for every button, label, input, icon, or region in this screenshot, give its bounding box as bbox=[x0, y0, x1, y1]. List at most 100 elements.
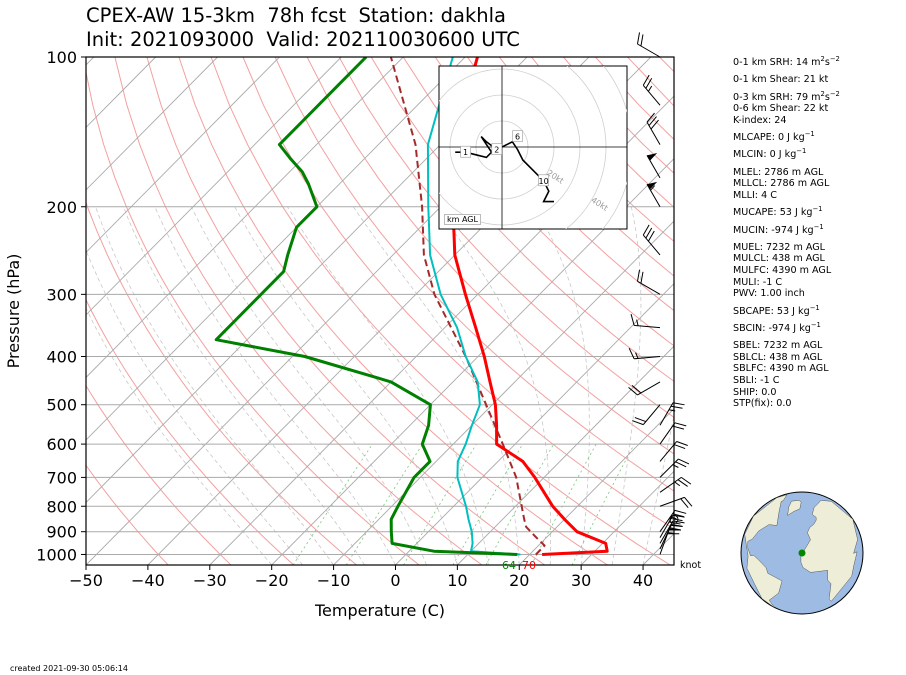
barb-flag bbox=[668, 527, 681, 531]
dry-adiabat bbox=[242, 57, 674, 530]
hodograph-marker: 1 bbox=[463, 148, 468, 157]
barb-flag bbox=[642, 74, 650, 86]
mixing-ratio-line bbox=[571, 443, 635, 565]
mixing-ratio-line bbox=[292, 443, 373, 565]
index-line: MULFC: 4390 m AGL bbox=[733, 265, 832, 276]
barb-flag bbox=[672, 425, 685, 430]
y-tick-label: 100 bbox=[46, 48, 77, 67]
x-tick-label: 20 bbox=[509, 571, 529, 590]
dry-adiabat bbox=[178, 57, 608, 565]
station-marker bbox=[798, 549, 806, 557]
dry-adiabat bbox=[146, 57, 546, 565]
x-tick-label: 0 bbox=[390, 571, 400, 590]
hodograph-marker-box bbox=[512, 130, 523, 142]
globe-land bbox=[744, 494, 858, 608]
barb-flag bbox=[642, 224, 650, 236]
barb-pennant bbox=[647, 181, 658, 190]
dry-adiabat bbox=[114, 57, 483, 565]
dry-adiabat bbox=[86, 298, 295, 565]
barb-flag bbox=[672, 402, 685, 406]
hodograph-marker-box bbox=[491, 143, 503, 155]
moist-adiabat bbox=[95, 206, 334, 565]
barb-flag bbox=[674, 422, 687, 427]
barb-flag bbox=[630, 313, 635, 326]
moist-adiabat bbox=[123, 206, 365, 565]
isotherm bbox=[86, 57, 218, 191]
y-tick-label: 800 bbox=[46, 497, 77, 516]
hodograph-marker: 6 bbox=[515, 133, 520, 142]
index-line: 0-1 km Shear: 21 kt bbox=[733, 74, 829, 86]
barb-flag bbox=[672, 513, 685, 518]
wind-barb bbox=[646, 152, 661, 179]
barb-flag bbox=[673, 444, 686, 450]
barb-flag bbox=[675, 461, 687, 468]
index-line: MUEL: 7232 m AGL bbox=[733, 241, 826, 253]
index-line: MLCIN: 0 J kg−1 bbox=[733, 147, 807, 161]
isotherm bbox=[209, 95, 674, 565]
index-line: SBLCL: 438 m AGL bbox=[733, 351, 823, 363]
x-tick-label: 40 bbox=[633, 571, 653, 590]
barb-flag bbox=[645, 77, 653, 89]
y-tick-label: 1000 bbox=[36, 545, 77, 564]
isotherm bbox=[457, 345, 674, 565]
isotherm bbox=[86, 57, 404, 379]
moist-adiabat bbox=[611, 206, 642, 565]
knot-label: knot bbox=[680, 560, 702, 571]
globe-landmass bbox=[787, 500, 802, 516]
barb-staff bbox=[642, 84, 661, 106]
index-line: K-index: 24 bbox=[733, 114, 787, 126]
x-tick-label: 30 bbox=[571, 571, 591, 590]
globe-landmass bbox=[800, 500, 858, 602]
index-line: MULCL: 438 m AGL bbox=[733, 253, 825, 265]
barb-flag bbox=[628, 387, 638, 396]
barb-half-flag bbox=[672, 464, 679, 468]
wind-barb bbox=[636, 32, 661, 58]
hodograph-marker-box bbox=[538, 174, 549, 187]
y-tick-label: 600 bbox=[46, 435, 77, 454]
barb-half-flag bbox=[648, 85, 653, 92]
index-line: 0-1 km SRH: 14 m2s−2 bbox=[733, 55, 840, 68]
moist-adiabat bbox=[435, 206, 551, 565]
barb-staff bbox=[646, 121, 661, 145]
barb-staff bbox=[659, 510, 676, 532]
parcel-profile bbox=[389, 57, 546, 556]
moist-adiabat bbox=[353, 206, 520, 565]
barb-staff bbox=[659, 525, 672, 550]
barb-flag bbox=[672, 520, 685, 524]
isotherm bbox=[395, 283, 674, 565]
wind-barb bbox=[630, 313, 661, 329]
hodograph-marker: 2 bbox=[494, 146, 499, 155]
dry-adiabat bbox=[274, 57, 674, 492]
barb-staff bbox=[659, 520, 674, 544]
barb-half-flag bbox=[636, 319, 639, 326]
moist-adiabat bbox=[154, 206, 396, 565]
barb-staff bbox=[659, 402, 674, 426]
barb-flag bbox=[647, 230, 655, 242]
dry-adiabat bbox=[338, 57, 674, 418]
plot-frame bbox=[85, 56, 675, 566]
index-line: MLLCL: 2786 m AGL bbox=[733, 178, 830, 190]
wind-barb bbox=[646, 181, 661, 208]
isotherm bbox=[333, 220, 674, 565]
barb-flag bbox=[670, 405, 683, 409]
moist-adiabat bbox=[287, 206, 489, 565]
barb-flag bbox=[648, 116, 657, 126]
index-line: MLEL: 2786 m AGL bbox=[733, 166, 824, 178]
hodograph-label: km AGL bbox=[444, 214, 481, 225]
index-line: STP(fix): 0.0 bbox=[733, 398, 792, 410]
surface-dewpoint-label: 64 bbox=[502, 559, 516, 572]
barb-staff bbox=[659, 458, 679, 478]
surface-temperature-label: 70 bbox=[522, 559, 536, 572]
barb-staff bbox=[634, 324, 661, 329]
hodograph-marker: 10 bbox=[539, 177, 549, 186]
barb-flag bbox=[684, 497, 693, 507]
hodograph-marker-box bbox=[460, 145, 471, 158]
y-tick-label: 300 bbox=[46, 285, 77, 304]
chart-title-line1: CPEX-AW 15-3km 78h fcst Station: dakhla bbox=[86, 4, 506, 27]
isotherm bbox=[580, 470, 674, 565]
wind-barb bbox=[646, 112, 661, 145]
wind-barb bbox=[659, 458, 690, 478]
calm-wind-marker bbox=[669, 514, 679, 524]
barb-staff bbox=[659, 441, 678, 462]
